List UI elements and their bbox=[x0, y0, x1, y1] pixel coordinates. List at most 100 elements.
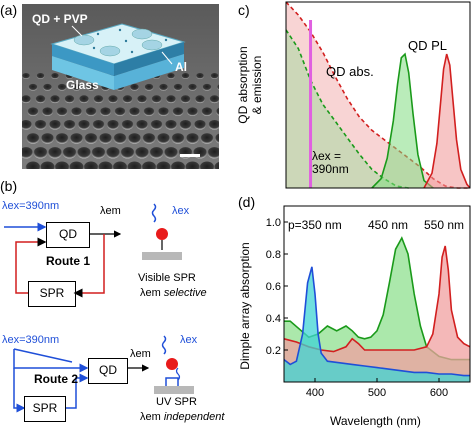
sem-dimple bbox=[25, 161, 41, 169]
chart-d-xtick-label: 500 bbox=[368, 387, 386, 399]
label-al: Al bbox=[175, 60, 187, 74]
sem-dimple bbox=[27, 107, 39, 117]
sem-dimple bbox=[210, 73, 219, 79]
sem-dimple bbox=[128, 133, 141, 144]
sem-dimple bbox=[202, 83, 212, 91]
sem-dimple bbox=[136, 120, 148, 130]
sem-dimple bbox=[151, 95, 162, 104]
sem-dimple bbox=[86, 83, 96, 91]
route2-spr-type: UV SPR bbox=[156, 396, 197, 408]
route2-spr-label: SPR bbox=[32, 401, 58, 415]
chart-c-series-line bbox=[423, 53, 471, 189]
route1-spr-label: SPR bbox=[39, 286, 65, 300]
sem-dimple bbox=[129, 107, 140, 117]
sem-dimple bbox=[26, 133, 40, 144]
label-450: 450 nm bbox=[368, 218, 409, 232]
panel-c-ylabel-line2: & emission bbox=[250, 55, 264, 115]
sem-dimple bbox=[150, 120, 163, 130]
chart-c-series-line bbox=[371, 52, 434, 189]
chart-d-xtick-label: 400 bbox=[306, 387, 324, 399]
chart-c-frame bbox=[285, 1, 471, 189]
sem-dimple bbox=[201, 107, 213, 117]
route1-mode-prefix: λem bbox=[140, 287, 161, 299]
sem-dimple bbox=[77, 147, 91, 159]
sem-dimple bbox=[185, 161, 200, 169]
sem-dimple bbox=[93, 95, 104, 104]
sem-dimple bbox=[135, 147, 149, 159]
sem-dimple bbox=[144, 83, 154, 91]
sem-dimple bbox=[121, 120, 134, 130]
sem-dimple bbox=[63, 120, 76, 130]
sem-dimple bbox=[84, 133, 98, 144]
sem-dimple bbox=[141, 161, 157, 169]
chart-c-series-fill bbox=[286, 2, 470, 188]
sem-dimple bbox=[55, 133, 69, 144]
sem-dimple bbox=[143, 107, 155, 117]
sem-dimple bbox=[217, 84, 219, 91]
sem-dimple bbox=[22, 95, 31, 104]
route1-lambda-em-mode: λem selective bbox=[140, 287, 207, 299]
panel-c-ylabel-line1: QD absorption bbox=[236, 46, 250, 124]
route2-mode-prefix: λem bbox=[140, 411, 161, 423]
sem-dimple bbox=[107, 120, 119, 130]
sem-dimple bbox=[165, 120, 177, 130]
sem-dimple bbox=[40, 161, 55, 169]
sem-dimple bbox=[36, 73, 45, 79]
sem-dimple bbox=[62, 147, 77, 159]
panel-c-ylabel: QD absorption & emission bbox=[236, 10, 264, 160]
sem-dimple bbox=[106, 147, 120, 159]
sem-dimple bbox=[114, 107, 126, 117]
panel-d-xlabel: Wavelength (nm) bbox=[330, 414, 421, 428]
label-550: 550 nm bbox=[424, 218, 465, 232]
sem-dimple bbox=[78, 120, 90, 130]
label-qd-pvp: QD + PVP bbox=[32, 12, 88, 26]
sem-dimple bbox=[70, 133, 83, 144]
scale-bar bbox=[180, 154, 200, 157]
route-arrows bbox=[4, 222, 150, 413]
sem-dimple bbox=[170, 161, 186, 169]
sem-dimple bbox=[113, 133, 127, 144]
sem-dimple bbox=[209, 95, 219, 104]
sem-dimple bbox=[48, 147, 62, 159]
sem-dimple bbox=[186, 133, 199, 144]
label-lambda-ex: λex = 390nm bbox=[312, 150, 349, 176]
sem-image bbox=[22, 4, 219, 169]
sem-micrograph bbox=[22, 4, 219, 169]
sem-dimple bbox=[187, 107, 198, 117]
route2-inset bbox=[154, 335, 194, 394]
panel-label-b: (b) bbox=[0, 178, 18, 194]
label-p350: p=350 nm bbox=[288, 218, 342, 232]
chart-c bbox=[285, 1, 471, 189]
sem-dimple bbox=[200, 133, 214, 144]
panel-label-c: c) bbox=[238, 2, 250, 18]
sem-dimple bbox=[41, 133, 54, 144]
sem-dimple bbox=[142, 133, 156, 144]
chart-d-ytick-label: 0.8 bbox=[266, 249, 281, 261]
label-qd-pl: QD PL bbox=[408, 38, 448, 53]
sem-dimple bbox=[149, 147, 164, 159]
sem-dimple bbox=[156, 161, 171, 169]
route2-qd-box: QD bbox=[88, 358, 128, 384]
panel-label-a: (a) bbox=[0, 2, 18, 18]
chart-d-xtick-label: 600 bbox=[430, 387, 448, 399]
route1-qd-box: QD bbox=[46, 222, 90, 248]
route1-spr-type: Visible SPR bbox=[138, 272, 196, 284]
sem-dimple bbox=[42, 107, 53, 117]
route2-label: Route 2 bbox=[34, 372, 79, 386]
sem-dimple bbox=[214, 161, 219, 169]
sem-dimple bbox=[167, 73, 175, 79]
sem-dimple bbox=[54, 161, 70, 169]
route1-label: Route 1 bbox=[46, 254, 91, 268]
sem-dimple bbox=[208, 120, 219, 130]
chart-d-ytick-label: 0.6 bbox=[266, 281, 281, 293]
sem-dimple bbox=[33, 147, 48, 159]
chart-d-series-line bbox=[283, 245, 471, 353]
sem-dimple bbox=[157, 133, 170, 144]
sem-dimple bbox=[57, 83, 67, 91]
sem-dimple bbox=[120, 147, 135, 159]
device-schematic bbox=[50, 23, 186, 90]
sem-dimple bbox=[181, 73, 190, 79]
sem-dimple bbox=[122, 95, 133, 104]
sem-dimple bbox=[137, 95, 147, 104]
sem-dimple bbox=[34, 120, 47, 130]
